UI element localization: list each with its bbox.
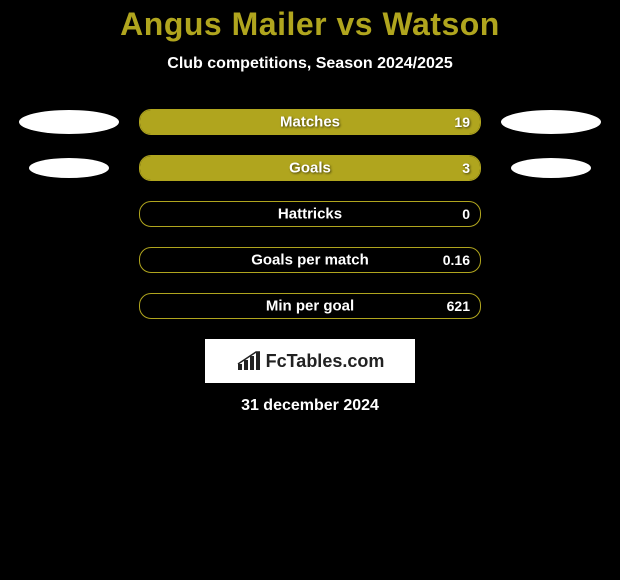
stat-bar: Matches 19 <box>139 109 481 135</box>
subtitle: Club competitions, Season 2024/2025 <box>0 55 620 73</box>
player-left-marker <box>29 158 109 178</box>
player-left-marker <box>19 110 119 134</box>
stat-value: 621 <box>447 298 470 314</box>
stat-value: 3 <box>462 160 470 176</box>
page-title: Angus Mailer vs Watson <box>0 6 620 43</box>
stat-label: Hattricks <box>278 206 342 223</box>
stat-bar: Hattricks 0 <box>139 201 481 227</box>
stat-label: Matches <box>280 114 340 131</box>
date-label: 31 december 2024 <box>0 397 620 415</box>
player-right-marker <box>501 110 601 134</box>
stat-bar: Min per goal 621 <box>139 293 481 319</box>
stat-row-matches: Matches 19 <box>0 109 620 135</box>
stat-value: 19 <box>454 114 470 130</box>
stat-row-min-per-goal: Min per goal 621 <box>0 293 620 319</box>
stat-value: 0 <box>462 206 470 222</box>
player-right-marker <box>511 158 591 178</box>
stat-label: Goals <box>289 160 331 177</box>
brand-logo: FcTables.com <box>205 339 415 383</box>
stat-label: Goals per match <box>251 252 369 269</box>
stat-row-hattricks: Hattricks 0 <box>0 201 620 227</box>
stats-area: Matches 19 Goals 3 Hattricks 0 <box>0 109 620 319</box>
stat-row-goals-per-match: Goals per match 0.16 <box>0 247 620 273</box>
brand-logo-text: FcTables.com <box>266 351 385 372</box>
stat-label: Min per goal <box>266 298 354 315</box>
stat-bar: Goals per match 0.16 <box>139 247 481 273</box>
stat-value: 0.16 <box>443 252 470 268</box>
chart-icon <box>236 350 262 372</box>
stat-row-goals: Goals 3 <box>0 155 620 181</box>
stat-bar: Goals 3 <box>139 155 481 181</box>
comparison-card: Angus Mailer vs Watson Club competitions… <box>0 0 620 415</box>
